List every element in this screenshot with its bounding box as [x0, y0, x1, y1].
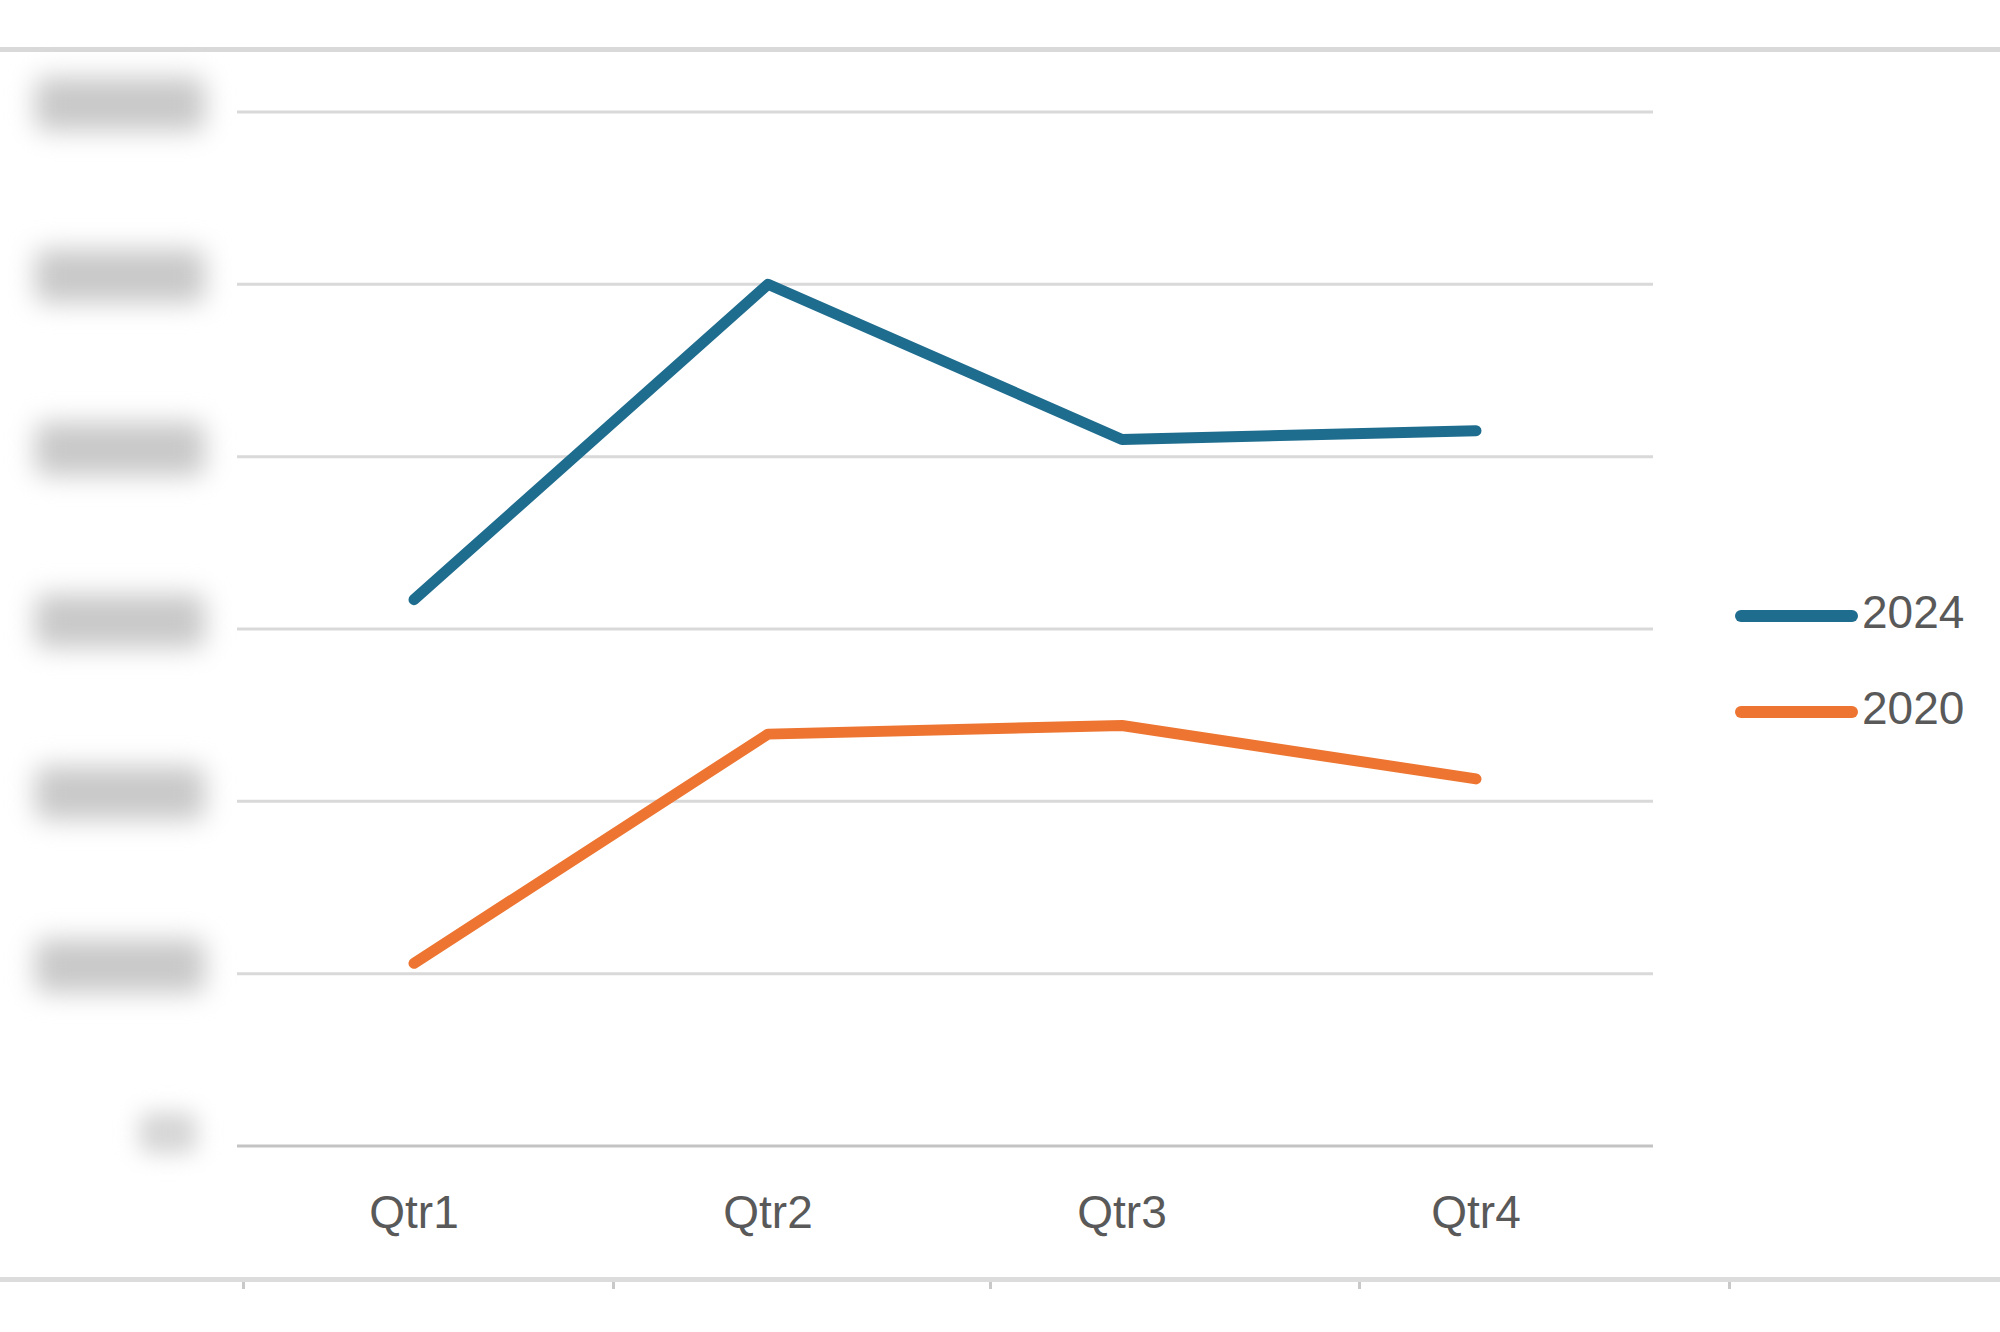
legend-swatch-2024[interactable]: [1735, 610, 1858, 622]
y-axis-zero-label-redacted: [139, 1112, 197, 1154]
bottom-axis-tick: [1728, 1282, 1731, 1289]
bottom-axis-tick: [612, 1282, 615, 1289]
line-chart-plot[interactable]: [0, 0, 2000, 1332]
x-axis-label-qtr3[interactable]: Qtr3: [1077, 1186, 1166, 1238]
x-axis-label-qtr1[interactable]: Qtr1: [369, 1186, 458, 1238]
y-axis-tick-label-redacted: [35, 249, 205, 303]
x-axis-label-qtr2[interactable]: Qtr2: [723, 1186, 812, 1238]
series-line-2020[interactable]: [414, 726, 1476, 964]
bottom-axis-tick: [242, 1282, 245, 1289]
y-axis-tick-label-redacted: [35, 939, 205, 993]
bottom-divider: [0, 1277, 2000, 1282]
legend-label-2020[interactable]: 2020: [1862, 683, 1964, 733]
legend-swatch-2020[interactable]: [1735, 706, 1858, 718]
series-line-2024[interactable]: [414, 284, 1476, 599]
x-axis-label-qtr4[interactable]: Qtr4: [1431, 1186, 1520, 1238]
bottom-axis-tick: [989, 1282, 992, 1289]
legend-label-2024[interactable]: 2024: [1862, 587, 1964, 637]
bottom-axis-tick: [1358, 1282, 1361, 1289]
y-axis-tick-label-redacted: [35, 766, 205, 820]
y-axis-tick-label-redacted: [35, 422, 205, 476]
y-axis-tick-label-redacted: [35, 77, 205, 131]
y-axis-tick-label-redacted: [35, 594, 205, 648]
chart-canvas: Qtr1 Qtr2 Qtr3 Qtr4 2024 2020: [0, 0, 2000, 1332]
